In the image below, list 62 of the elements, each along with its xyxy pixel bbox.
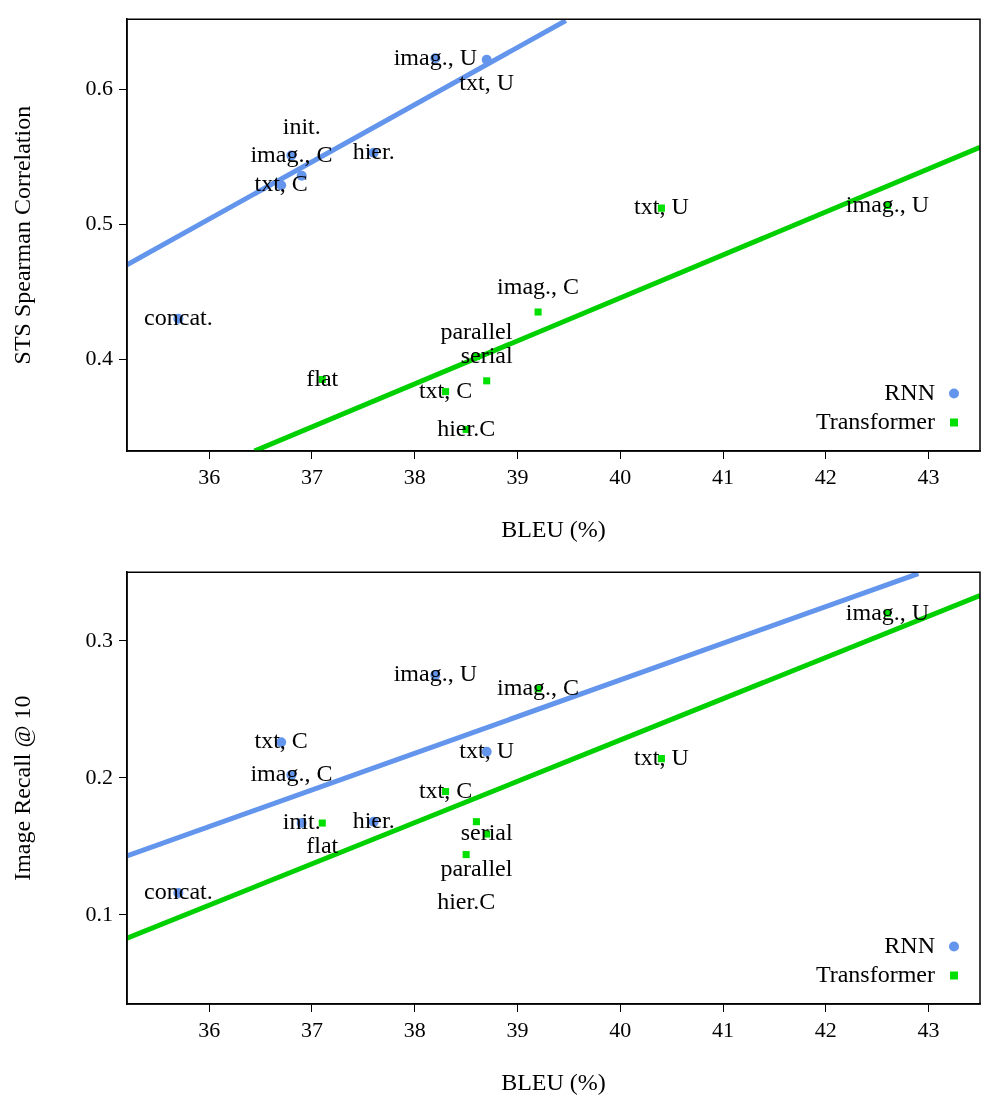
data-label: txt, C [254, 727, 308, 754]
point [462, 851, 470, 859]
legend-label: Transformer [815, 960, 935, 987]
x-tick-label: 38 [403, 1016, 426, 1042]
y-tick-label: 0.4 [85, 345, 113, 371]
data-label: serial [460, 819, 514, 846]
data-label: hier. [352, 138, 395, 165]
data-label: concat. [144, 304, 213, 331]
data-label: hier. [352, 806, 395, 833]
point [534, 308, 542, 316]
data-label: imag., C [250, 140, 333, 167]
data-label: imag., C [497, 674, 580, 701]
data-label: imag., C [497, 273, 580, 300]
y-tick-label: 0.6 [85, 75, 113, 101]
point [483, 377, 491, 385]
data-label: txt, U [634, 743, 689, 770]
x-axis-title: BLEU (%) [501, 1068, 606, 1095]
data-label: imag., C [250, 760, 333, 787]
y-axis-title: Image Recall @ 10 [8, 695, 35, 881]
legend-label: RNN [884, 378, 935, 405]
x-tick-label: 40 [609, 463, 632, 489]
x-tick-label: 37 [300, 1016, 323, 1042]
data-label: parallel [440, 854, 513, 881]
data-label: txt, U [634, 193, 689, 220]
x-tick-label: 39 [506, 1016, 529, 1042]
point [481, 54, 492, 65]
x-tick-label: 39 [506, 463, 529, 489]
data-label: imag., U [393, 43, 477, 70]
y-tick-label: 0.5 [85, 210, 113, 236]
data-label: init. [282, 808, 321, 835]
x-tick-label: 43 [917, 1016, 940, 1042]
data-label: txt, C [254, 170, 308, 197]
data-label: imag., U [393, 660, 477, 687]
y-axis-title: STS Spearman Correlation [8, 105, 35, 365]
data-label: init. [282, 113, 321, 140]
x-tick-label: 36 [198, 463, 221, 489]
x-tick-label: 42 [814, 463, 837, 489]
x-tick-label: 37 [300, 463, 323, 489]
data-label: concat. [144, 878, 213, 905]
x-tick-label: 42 [814, 1016, 837, 1042]
legend-label: RNN [884, 931, 935, 958]
data-label: txt, U [459, 68, 515, 95]
data-label: flat [306, 364, 339, 391]
x-tick-label: 41 [712, 1016, 735, 1042]
x-tick-label: 43 [917, 463, 940, 489]
x-axis-title: BLEU (%) [501, 515, 606, 542]
x-tick-label: 41 [712, 463, 735, 489]
legend-label: Transformer [815, 407, 935, 434]
y-tick-label: 0.2 [85, 763, 113, 789]
data-label: flat [306, 832, 339, 859]
x-tick-label: 40 [609, 1016, 632, 1042]
data-label: txt, U [459, 737, 515, 764]
data-label: txt, C [418, 376, 473, 403]
data-label: hier.C [437, 414, 496, 441]
data-label: imag., U [845, 190, 930, 217]
data-label: txt, C [418, 776, 473, 803]
data-label: hier.C [437, 887, 496, 914]
x-tick-label: 36 [198, 1016, 221, 1042]
x-tick-label: 38 [403, 463, 426, 489]
y-tick-label: 0.3 [85, 626, 113, 652]
y-tick-label: 0.1 [85, 900, 113, 926]
data-label: parallel [440, 317, 513, 344]
